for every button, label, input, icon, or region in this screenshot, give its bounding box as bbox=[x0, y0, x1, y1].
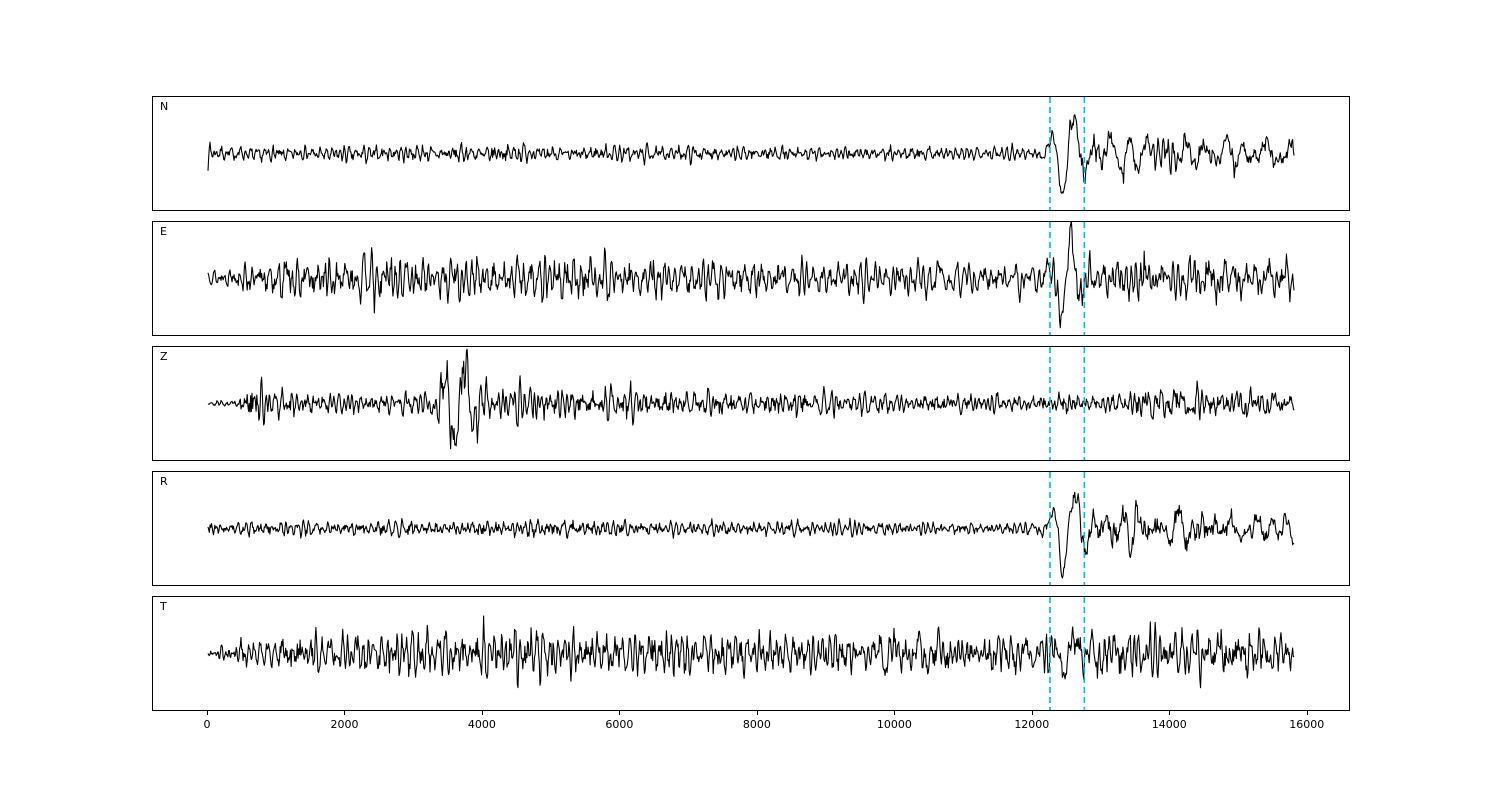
x-tick-label: 4000 bbox=[467, 718, 496, 731]
x-tick-label: 16000 bbox=[1289, 718, 1325, 731]
waveform-trace-n bbox=[153, 97, 1349, 210]
x-tick-label: 10000 bbox=[876, 718, 912, 731]
x-tick-mark bbox=[1169, 710, 1171, 715]
x-tick-mark bbox=[344, 710, 346, 715]
channel-label-n: N bbox=[160, 100, 169, 113]
waveform-panel-z: Z bbox=[152, 346, 1350, 461]
x-tick-label: 2000 bbox=[330, 718, 359, 731]
waveform-trace-e bbox=[153, 222, 1349, 335]
x-tick-mark bbox=[619, 710, 621, 715]
x-axis: 0 2000 4000 6000 8000 10000 12000 14000 16000 bbox=[152, 710, 1350, 744]
x-tick-mark bbox=[894, 710, 896, 715]
x-tick-label: 14000 bbox=[1151, 718, 1187, 731]
x-tick-label: 12000 bbox=[1014, 718, 1050, 731]
channel-label-t: T bbox=[160, 600, 167, 613]
x-tick-label: 6000 bbox=[605, 718, 634, 731]
x-tick-label: 0 bbox=[203, 718, 211, 731]
waveform-trace-z bbox=[153, 347, 1349, 460]
waveform-panel-t: T bbox=[152, 596, 1350, 711]
channel-label-z: Z bbox=[160, 350, 168, 363]
x-tick-mark bbox=[756, 710, 758, 715]
waveform-panel-r: R bbox=[152, 471, 1350, 586]
waveform-panel-e: E bbox=[152, 221, 1350, 336]
x-tick-mark bbox=[206, 710, 208, 715]
waveform-trace-t bbox=[153, 597, 1349, 710]
waveform-trace-r bbox=[153, 472, 1349, 585]
x-tick-mark bbox=[1306, 710, 1308, 715]
x-tick-label: 8000 bbox=[742, 718, 771, 731]
channel-label-e: E bbox=[160, 225, 167, 238]
x-tick-mark bbox=[1031, 710, 1033, 715]
channel-label-r: R bbox=[160, 475, 168, 488]
x-tick-mark bbox=[481, 710, 483, 715]
waveform-panel-n: N bbox=[152, 96, 1350, 211]
